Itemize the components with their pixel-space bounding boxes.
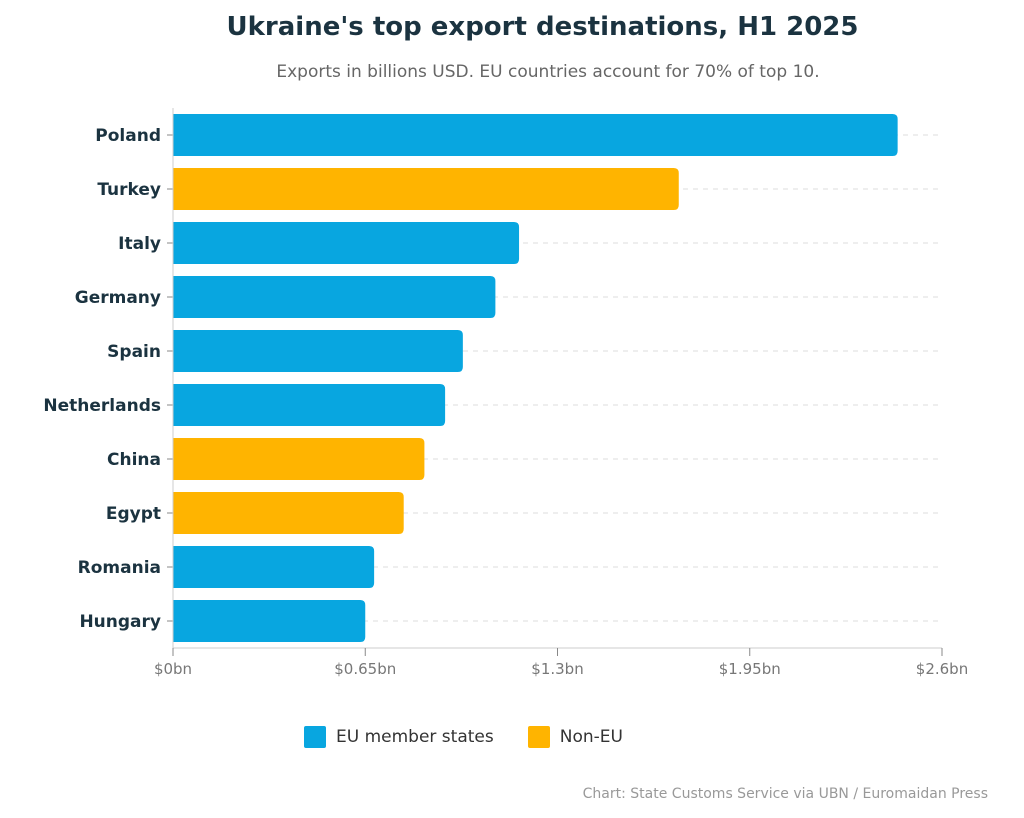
y-tick-label: Netherlands [43,396,161,416]
bar-romania [173,546,375,588]
bar-chart: Poland Turkey Italy Germany Spain Netherlands… [43,108,968,678]
legend: EU member states Non-EU [304,726,623,748]
bar-spain [173,330,463,372]
y-tick-label: Egypt [106,504,161,524]
y-tick-label: Poland [95,126,161,146]
source-credit: Chart: State Customs Service via UBN / E… [582,786,988,802]
bar-hungary [173,600,366,642]
legend-item-non-eu[interactable]: Non-EU [527,726,623,748]
bar-netherlands [173,384,446,426]
x-tick-label: $2.6bn [916,660,968,678]
chart-title: Ukraine's top export destinations, H1 20… [226,12,859,42]
bar-germany [173,276,496,318]
x-tick-label: $0.65bn [334,660,396,678]
legend-label-non-eu: Non-EU [559,727,623,747]
bar-poland [173,114,898,156]
y-tick-label: Turkey [97,180,161,200]
x-tick-label: $1.3bn [531,660,583,678]
y-tick-label: Italy [118,234,161,254]
x-tick-label: $1.95bn [719,660,781,678]
legend-swatch-non-eu [527,726,550,748]
legend-label-eu: EU member states [336,727,494,747]
y-tick-label: Hungary [79,612,161,632]
x-tick-label: $0bn [154,660,192,678]
bar-china [173,438,425,480]
y-tick-label: Germany [75,288,161,308]
y-tick-label: Romania [78,558,161,578]
legend-swatch-eu [304,726,326,748]
chart-subtitle: Exports in billions USD. EU countries ac… [276,62,820,82]
bar-italy [173,222,520,264]
bar-turkey [173,168,679,210]
legend-item-eu[interactable]: EU member states [304,726,494,748]
y-tick-label: Spain [107,342,161,362]
bar-egypt [173,492,404,534]
y-tick-label: China [107,450,161,470]
